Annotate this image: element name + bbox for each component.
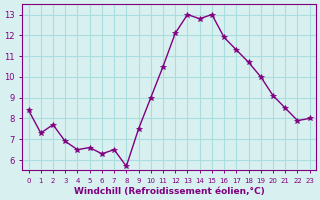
X-axis label: Windchill (Refroidissement éolien,°C): Windchill (Refroidissement éolien,°C)	[74, 187, 265, 196]
